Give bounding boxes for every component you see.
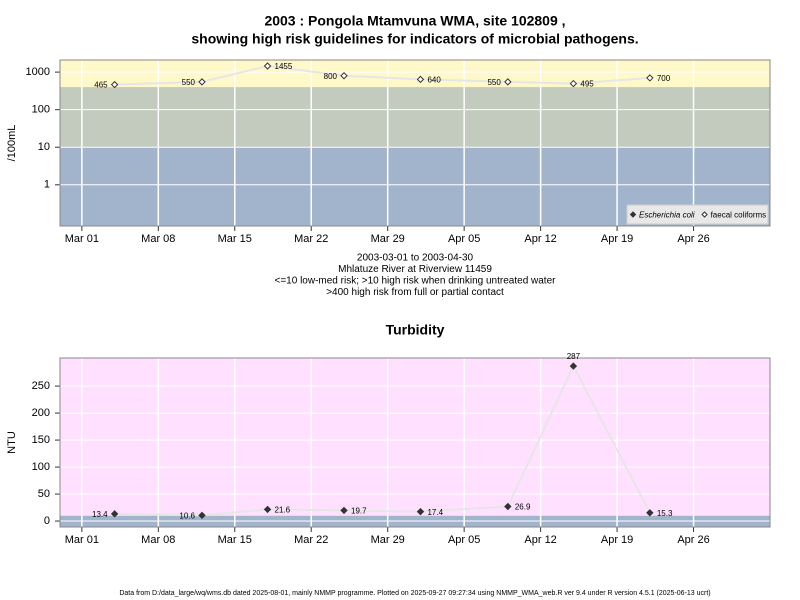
risk-band: [60, 87, 770, 148]
value-label: 640: [427, 75, 441, 84]
data-point: [198, 78, 206, 86]
x-tick-label: Mar 29: [371, 534, 405, 546]
chart-title: Turbidity: [386, 322, 445, 338]
chart-title: showing high risk guidelines for indicat…: [191, 31, 638, 47]
data-point: [416, 75, 425, 84]
plot-frame: [59, 357, 771, 528]
x-tick-label: Mar 22: [294, 534, 328, 546]
legend-label: faecal coliforms: [711, 211, 767, 220]
y-tick-label: 1: [44, 179, 50, 191]
data-point: [110, 510, 119, 518]
data-point: [110, 80, 119, 89]
note: >400 high risk from full or partial cont…: [326, 287, 504, 298]
y-axis-label: NTU: [6, 431, 18, 454]
value-label: 15.3: [657, 509, 673, 518]
value-label: 26.9: [515, 503, 531, 512]
x-tick-label: Mar 15: [218, 534, 252, 546]
value-label: 1455: [275, 62, 293, 71]
y-tick-label: 100: [32, 461, 50, 473]
y-axis-label: /100mL: [6, 125, 18, 162]
data-point: [646, 74, 654, 82]
data-point: [340, 506, 348, 515]
value-label: 17.4: [427, 508, 443, 517]
value-label: 495: [580, 80, 594, 89]
y-tick-label: 250: [32, 380, 50, 392]
value-label: 13.4: [92, 510, 108, 519]
x-tick-label: Apr 26: [677, 233, 709, 245]
x-tick-label: Apr 19: [601, 534, 633, 546]
x-tick-label: Apr 05: [448, 233, 480, 245]
x-tick-label: Mar 01: [65, 233, 99, 245]
y-tick-label: 1000: [26, 66, 50, 78]
series-line: [114, 64, 650, 86]
data-point: [504, 78, 512, 86]
y-tick-label: 150: [32, 434, 50, 446]
value-label: 550: [487, 78, 501, 87]
x-tick-label: Apr 26: [677, 534, 709, 546]
legend-marker: [701, 211, 708, 218]
legend-marker: [629, 211, 637, 218]
data-point: [569, 79, 578, 88]
note: 2003-03-01 to 2003-04-30: [357, 253, 474, 264]
data-point: [263, 62, 272, 70]
x-tick-label: Apr 12: [524, 233, 556, 245]
data-point: [416, 507, 425, 516]
series-line: [114, 363, 651, 517]
y-tick-label: 50: [38, 488, 50, 500]
plot-frame: [59, 59, 771, 227]
x-tick-label: Apr 05: [448, 534, 480, 546]
y-tick-label: 100: [32, 104, 50, 116]
x-tick-label: Mar 01: [65, 534, 99, 546]
note: Mhlatuze River at Riverview 11459: [338, 264, 492, 275]
footer: Data from D:/data_large/wq/wms.db dated …: [119, 590, 710, 597]
data-point: [198, 511, 206, 520]
data-point: [504, 502, 512, 511]
value-label: 10.6: [179, 511, 195, 520]
value-label: 800: [324, 72, 338, 81]
risk-band: [60, 358, 770, 516]
value-label: 19.7: [351, 507, 367, 516]
x-tick-label: Mar 08: [141, 534, 175, 546]
y-tick-label: 200: [32, 407, 50, 419]
x-tick-label: Apr 19: [601, 233, 633, 245]
chart-title: 2003 : Pongola Mtamvuna WMA, site 102809…: [264, 13, 565, 29]
value-label: 465: [94, 81, 108, 90]
data-point: [569, 362, 578, 370]
value-label: 550: [182, 78, 196, 87]
note: <=10 low-med risk; >10 high risk when dr…: [275, 276, 557, 287]
legend-box: [626, 204, 769, 225]
x-tick-label: Mar 15: [218, 233, 252, 245]
x-tick-label: Mar 29: [371, 233, 405, 245]
value-label: 287: [567, 352, 581, 361]
value-label: 21.6: [275, 506, 291, 515]
x-tick-label: Apr 12: [524, 534, 556, 546]
data-point: [263, 505, 272, 514]
data-point: [340, 72, 348, 80]
y-tick-label: 0: [44, 515, 50, 527]
x-tick-label: Mar 22: [294, 233, 328, 245]
data-point: [646, 509, 654, 517]
legend-label: Escherichia coli: [639, 211, 695, 220]
x-tick-label: Mar 08: [141, 233, 175, 245]
value-label: 700: [657, 74, 671, 83]
y-tick-label: 10: [38, 141, 50, 153]
